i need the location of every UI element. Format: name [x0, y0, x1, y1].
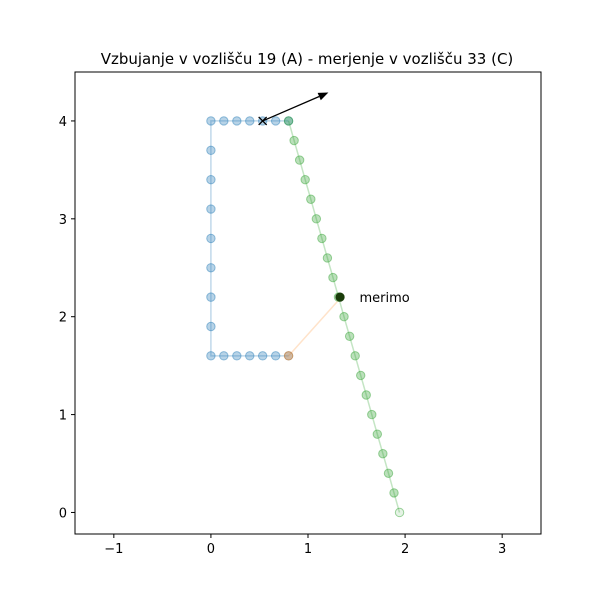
- data-point: [317, 233, 327, 244]
- data-point: [206, 321, 216, 332]
- data-point: [245, 351, 255, 361]
- data-point: [270, 351, 281, 361]
- data-point: [389, 488, 399, 498]
- data-point: [294, 155, 305, 165]
- y-tick-label: 3: [59, 213, 67, 228]
- data-point: [378, 449, 388, 459]
- data-point: [356, 370, 366, 381]
- data-point: [300, 174, 310, 185]
- plot-markers: [258, 92, 345, 302]
- data-point: [283, 351, 294, 361]
- x-axis: −1 0 1 2 3: [104, 534, 506, 557]
- data-point: [219, 351, 229, 361]
- data-point: [270, 116, 281, 126]
- data-point: [372, 429, 383, 439]
- data-point: [219, 116, 229, 126]
- data-point: [206, 292, 216, 302]
- data-point: [245, 116, 255, 126]
- x-tick-label: 1: [304, 542, 312, 557]
- x-tick-label: 0: [207, 542, 215, 557]
- plot-points: [206, 116, 405, 518]
- data-point: [322, 253, 333, 263]
- series-line: [210, 120, 289, 357]
- data-point: [344, 331, 355, 341]
- data-point: [206, 351, 216, 361]
- data-point: [350, 351, 360, 361]
- data-point: [206, 204, 216, 214]
- y-tick-label: 1: [59, 409, 67, 424]
- data-point: [206, 263, 216, 273]
- measurement-point: [335, 292, 345, 302]
- data-point: [289, 135, 299, 146]
- data-point: [283, 116, 294, 126]
- data-point: [361, 390, 371, 400]
- excitation-arrowhead: [317, 92, 329, 101]
- data-point: [206, 116, 216, 126]
- data-point: [257, 351, 268, 361]
- data-point: [283, 351, 294, 361]
- data-point: [394, 507, 405, 518]
- data-point: [206, 233, 216, 244]
- y-axis: 0 1 2 3 4: [59, 115, 75, 521]
- data-point: [339, 312, 349, 322]
- data-point: [206, 174, 216, 185]
- data-point: [283, 116, 294, 126]
- data-point: [367, 409, 377, 420]
- x-tick-label: −1: [104, 542, 123, 557]
- y-tick-label: 4: [59, 115, 67, 130]
- data-point: [232, 116, 242, 126]
- data-point: [306, 194, 316, 204]
- series-line: [288, 296, 342, 357]
- data-point: [383, 468, 394, 479]
- plot-lines: [210, 120, 401, 513]
- axes-frame: [74, 71, 542, 535]
- data-point: [311, 214, 322, 224]
- chart-title: Vzbujanje v vozlišču 19 (A) - merjenje v…: [101, 50, 514, 68]
- y-tick-label: 2: [59, 311, 67, 326]
- measure-label: merimo: [359, 291, 409, 306]
- y-tick-label: 0: [59, 506, 67, 521]
- data-point: [328, 272, 338, 283]
- x-tick-label: 2: [401, 542, 409, 557]
- excitation-arrow: [262, 95, 320, 122]
- data-point: [232, 351, 242, 361]
- x-tick-label: 3: [498, 542, 506, 557]
- series-line: [287, 120, 401, 513]
- data-point: [206, 145, 216, 156]
